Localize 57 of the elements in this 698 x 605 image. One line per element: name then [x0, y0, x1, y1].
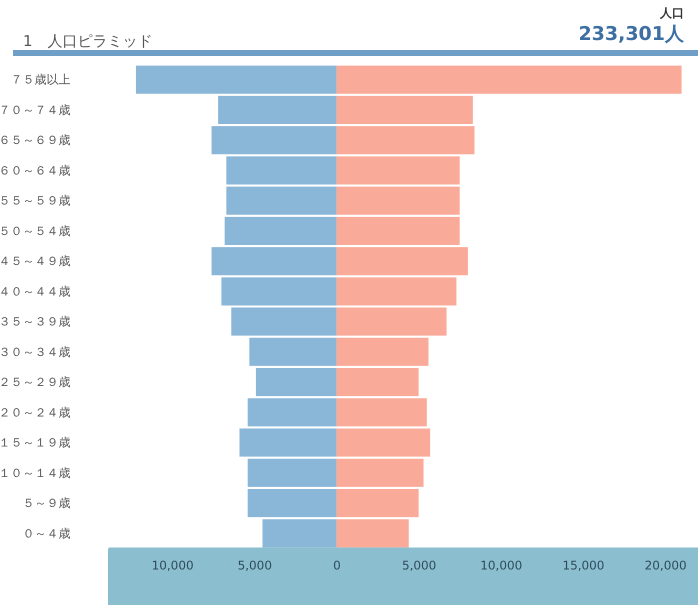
bar [336, 308, 447, 336]
bar [336, 156, 460, 184]
bar [336, 186, 460, 215]
bar [336, 489, 419, 518]
y-tick-label: ６５～６９歳 [0, 133, 70, 148]
y-tick-label: ２０～２４歳 [0, 405, 70, 420]
x-tick-label: 0 [333, 558, 341, 572]
bar [136, 66, 336, 94]
bar [336, 338, 428, 366]
y-tick-label: ７０～７４歳 [0, 102, 70, 117]
y-tick-label: ２５～２９歳 [0, 375, 70, 390]
bar [221, 277, 336, 306]
text: 人口 [659, 6, 684, 20]
bar [336, 247, 468, 276]
bar [336, 96, 473, 124]
bar [336, 277, 456, 306]
bar [218, 96, 336, 124]
bar [249, 338, 336, 366]
y-tick-label: ７５歳以上 [10, 72, 70, 87]
x-tick-label: 10,000 [152, 558, 194, 572]
bar [336, 428, 430, 457]
bar [336, 458, 424, 487]
x-tick-label: 15,000 [562, 558, 604, 572]
bar [231, 308, 336, 336]
bar [336, 368, 419, 396]
bar [336, 216, 460, 245]
bar [212, 247, 336, 276]
bar [239, 428, 336, 457]
y-tick-label: １５～１９歳 [0, 436, 70, 450]
bar [336, 519, 409, 548]
bar [212, 126, 336, 154]
y-tick-label: ６０～６４歳 [0, 163, 70, 178]
y-tick-label: ５０～５４歳 [0, 224, 70, 238]
y-tick-label: ５５～５９歳 [0, 194, 70, 208]
y-tick-label: ４０～４４歳 [0, 284, 70, 298]
y-tick-label: ５～９歳 [22, 496, 70, 510]
bar [248, 458, 336, 487]
bar [336, 126, 474, 154]
bar [224, 216, 336, 245]
x-tick-label: 10,000 [480, 558, 522, 572]
chart-title: 1 人口ピラミッド [23, 32, 153, 50]
y-tick-label: １０～１４歳 [0, 466, 70, 480]
bar [226, 186, 336, 215]
bar [336, 398, 427, 426]
y-tick-label: ３０～３４歳 [0, 344, 70, 359]
y-tick-label: ３５～３９歳 [0, 314, 70, 329]
bar [336, 66, 682, 94]
x-tick-label: 20,000 [644, 558, 687, 572]
y-tick-label: ０～４歳 [22, 526, 70, 540]
bar [226, 156, 336, 184]
bar [248, 398, 336, 426]
x-tick-label: 5,000 [238, 558, 272, 572]
text: 233,301人 [578, 23, 685, 45]
bar [248, 489, 336, 518]
bar [256, 368, 336, 396]
y-tick-label: ４５～４９歳 [0, 254, 70, 268]
x-tick-label: 5,000 [402, 558, 436, 572]
